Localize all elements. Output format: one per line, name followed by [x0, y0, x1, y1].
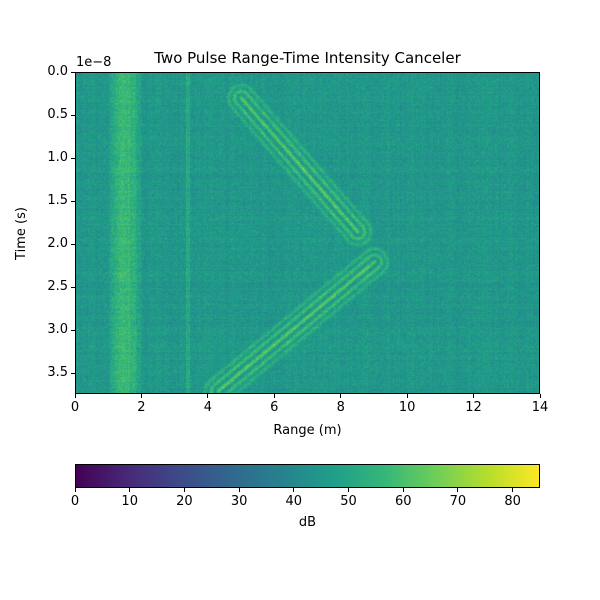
- colorbar-tick-mark: [457, 488, 459, 492]
- x-tick-label: 8: [336, 400, 345, 415]
- colorbar-tick-label: 30: [230, 494, 248, 509]
- y-tick-label: 0.5: [47, 107, 68, 123]
- y-tick-mark: [71, 157, 75, 159]
- y-tick-label: 1.0: [47, 150, 68, 166]
- x-tick-mark: [406, 394, 408, 398]
- x-tick-label: 10: [398, 400, 416, 415]
- x-tick-mark: [207, 394, 209, 398]
- y-tick-mark: [71, 114, 75, 116]
- y-tick-mark: [71, 329, 75, 331]
- colorbar-tick-mark: [512, 488, 514, 492]
- colorbar-tick-mark: [129, 488, 131, 492]
- x-tick-label: 2: [137, 400, 146, 415]
- x-tick-mark: [473, 394, 475, 398]
- x-tick-mark: [273, 394, 275, 398]
- x-tick-label: 14: [531, 400, 549, 415]
- colorbar-tick-mark: [74, 488, 76, 492]
- colorbar-tick-mark: [238, 488, 240, 492]
- x-tick-mark: [140, 394, 142, 398]
- colorbar-tick-label: 80: [504, 494, 521, 509]
- colorbar-tick-mark: [348, 488, 350, 492]
- colorbar: [75, 464, 540, 488]
- x-tick-label: 4: [203, 400, 212, 415]
- x-tick-mark: [539, 394, 541, 398]
- y-tick-mark: [71, 286, 75, 288]
- y-tick-label: 1.5: [47, 193, 68, 209]
- x-tick-mark: [340, 394, 342, 398]
- plot-area: [75, 72, 540, 394]
- y-tick-label: 0.0: [47, 64, 68, 79]
- x-axis-label: Range (m): [273, 423, 342, 438]
- colorbar-tick-label: 10: [121, 494, 138, 509]
- x-tick-label: 0: [70, 400, 80, 415]
- colorbar-tick-label: 20: [176, 494, 193, 509]
- x-tick-label: 12: [465, 400, 482, 415]
- x-tick-label: 6: [270, 400, 279, 415]
- colorbar-tick-label: 40: [285, 494, 303, 509]
- colorbar-tick-mark: [402, 488, 404, 492]
- x-tick-mark: [74, 394, 76, 398]
- heatmap-image: [75, 72, 540, 394]
- colorbar-tick-label: 50: [340, 494, 357, 509]
- y-tick-mark: [71, 71, 75, 73]
- y-tick-label: 3.5: [47, 365, 68, 381]
- colorbar-tick-label: 60: [394, 494, 412, 509]
- y-tick-label: 2.5: [47, 279, 68, 295]
- y-offset-label: 1e−8: [76, 55, 112, 70]
- colorbar-tick-mark: [183, 488, 185, 492]
- colorbar-tick-label: 70: [449, 494, 467, 509]
- y-tick-mark: [71, 372, 75, 374]
- y-tick-mark: [71, 200, 75, 202]
- colorbar-tick-mark: [293, 488, 295, 492]
- chart-title: Two Pulse Range-Time Intensity Canceler: [154, 49, 461, 67]
- y-tick-mark: [71, 243, 75, 245]
- colorbar-tick-label: 0: [70, 494, 80, 509]
- colorbar-label: dB: [298, 515, 317, 530]
- y-tick-label: 2.0: [47, 236, 68, 252]
- y-tick-label: 3.0: [47, 322, 68, 338]
- y-axis-label: Time (s): [13, 207, 29, 260]
